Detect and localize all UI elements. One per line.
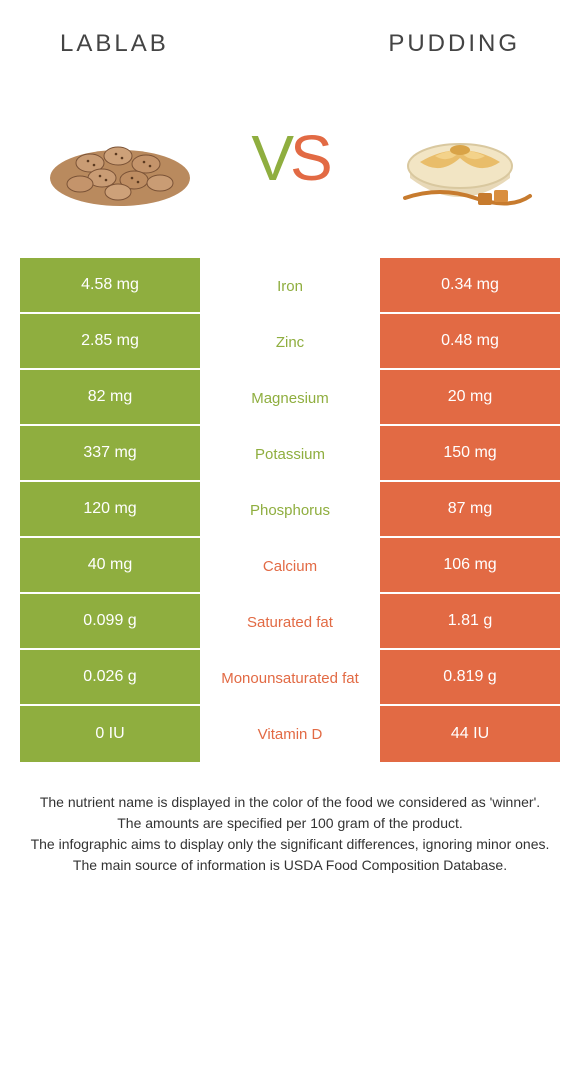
nutrient-label: Saturated fat bbox=[200, 594, 380, 650]
footer-line: The amounts are specified per 100 gram o… bbox=[20, 813, 560, 834]
table-row: 0.026 gMonounsaturated fat0.819 g bbox=[20, 650, 560, 706]
value-left: 4.58 mg bbox=[20, 258, 200, 314]
value-left: 0.099 g bbox=[20, 594, 200, 650]
value-right: 0.819 g bbox=[380, 650, 560, 706]
value-left: 82 mg bbox=[20, 370, 200, 426]
value-right: 106 mg bbox=[380, 538, 560, 594]
table-row: 82 mgMagnesium20 mg bbox=[20, 370, 560, 426]
table-row: 4.58 mgIron0.34 mg bbox=[20, 258, 560, 314]
vs-s: S bbox=[290, 122, 329, 194]
value-left: 337 mg bbox=[20, 426, 200, 482]
header: Lablab Pudding bbox=[0, 0, 580, 68]
value-right: 0.34 mg bbox=[380, 258, 560, 314]
value-left: 0 IU bbox=[20, 706, 200, 762]
title-right: Pudding bbox=[388, 30, 520, 58]
table-row: 120 mgPhosphorus87 mg bbox=[20, 482, 560, 538]
value-left: 120 mg bbox=[20, 482, 200, 538]
table-row: 2.85 mgZinc0.48 mg bbox=[20, 314, 560, 370]
nutrient-label: Iron bbox=[200, 258, 380, 314]
nutrient-label: Magnesium bbox=[200, 370, 380, 426]
vs-v: V bbox=[251, 122, 290, 194]
value-left: 40 mg bbox=[20, 538, 200, 594]
value-right: 20 mg bbox=[380, 370, 560, 426]
footer-notes: The nutrient name is displayed in the co… bbox=[20, 792, 560, 876]
value-right: 87 mg bbox=[380, 482, 560, 538]
images-row: VS bbox=[0, 68, 580, 258]
value-right: 44 IU bbox=[380, 706, 560, 762]
footer-line: The infographic aims to display only the… bbox=[20, 834, 560, 855]
value-right: 1.81 g bbox=[380, 594, 560, 650]
value-left: 2.85 mg bbox=[20, 314, 200, 370]
nutrient-label: Calcium bbox=[200, 538, 380, 594]
title-left: Lablab bbox=[60, 30, 169, 58]
nutrient-label: Phosphorus bbox=[200, 482, 380, 538]
footer-line: The nutrient name is displayed in the co… bbox=[20, 792, 560, 813]
nutrient-label: Zinc bbox=[200, 314, 380, 370]
table-row: 0.099 gSaturated fat1.81 g bbox=[20, 594, 560, 650]
value-right: 0.48 mg bbox=[380, 314, 560, 370]
pudding-image bbox=[380, 98, 540, 218]
vs-label: VS bbox=[251, 121, 328, 195]
nutrient-table: 4.58 mgIron0.34 mg2.85 mgZinc0.48 mg82 m… bbox=[20, 258, 560, 762]
nutrient-label: Vitamin D bbox=[200, 706, 380, 762]
nutrient-label: Monounsaturated fat bbox=[200, 650, 380, 706]
value-right: 150 mg bbox=[380, 426, 560, 482]
value-left: 0.026 g bbox=[20, 650, 200, 706]
lablab-image bbox=[40, 98, 200, 218]
footer-line: The main source of information is USDA F… bbox=[20, 855, 560, 876]
nutrient-label: Potassium bbox=[200, 426, 380, 482]
table-row: 0 IUVitamin D44 IU bbox=[20, 706, 560, 762]
table-row: 40 mgCalcium106 mg bbox=[20, 538, 560, 594]
table-row: 337 mgPotassium150 mg bbox=[20, 426, 560, 482]
